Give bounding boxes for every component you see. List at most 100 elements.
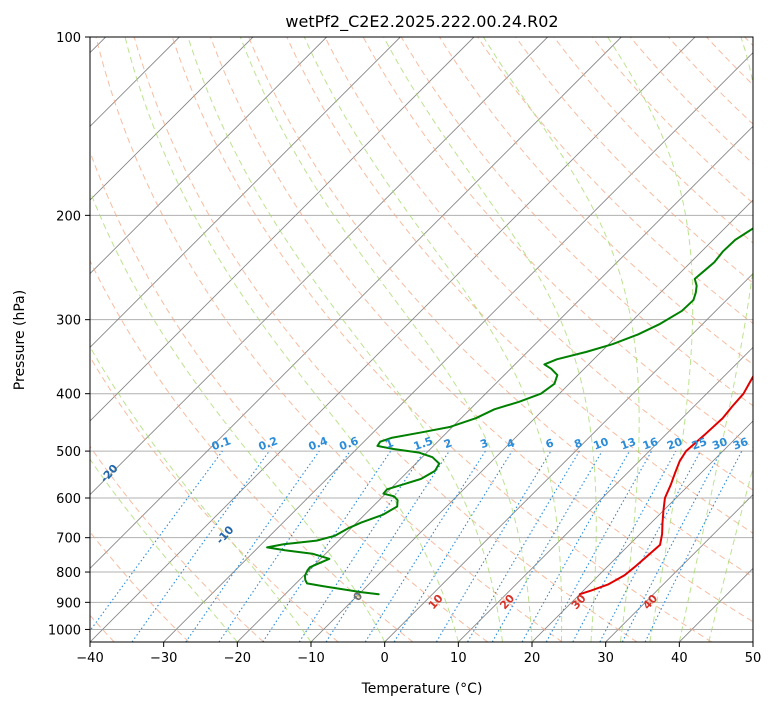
moist-adiabat-line xyxy=(90,458,238,642)
mixing-ratio-label: 8 xyxy=(572,436,584,451)
dry-adiabat-line xyxy=(171,37,712,642)
dry-adiabat-line xyxy=(210,37,753,623)
isobar-grid xyxy=(90,37,753,630)
temperature-profile-line xyxy=(578,374,753,596)
dewpoint-profile-line xyxy=(266,227,753,596)
moist-adiabat-line xyxy=(708,466,753,642)
y-tick-label: 300 xyxy=(56,314,81,329)
isotherm-line xyxy=(90,37,327,275)
moist-adiabat-line xyxy=(90,189,386,642)
isotherm-line xyxy=(90,37,622,569)
y-tick-label: 200 xyxy=(56,209,81,224)
moist-adiabat-line xyxy=(124,37,459,642)
y-tick-label: 700 xyxy=(56,532,81,547)
mixing-ratio-label: 1.5 xyxy=(412,434,435,453)
isotherm-line xyxy=(90,37,548,496)
mixing-ratio-line xyxy=(491,450,603,642)
moist-adiabat-line xyxy=(187,37,504,642)
y-tick-label: 800 xyxy=(56,566,81,581)
y-axis-label: Pressure (hPa) xyxy=(12,290,28,390)
chart-title: wetPf2_C2E2.2025.222.00.24.R02 xyxy=(285,12,558,32)
mixing-ratio-line xyxy=(545,450,653,642)
mixing-ratio-label: 36 xyxy=(731,435,750,453)
dry-adiabat-line xyxy=(133,37,638,642)
mixing-ratio-label: 0.4 xyxy=(307,434,330,453)
isotherm-grid xyxy=(90,37,753,642)
plot-area: 0.10.20.40.611.52346810131620253036-100-… xyxy=(90,37,753,642)
x-tick-label: −30 xyxy=(150,651,177,666)
x-tick-label: −20 xyxy=(224,651,251,666)
mixing-ratio-line xyxy=(218,450,351,642)
mixing-ratio-label: 1 xyxy=(384,436,396,451)
x-axis-ticks: −40 −30 −20 −10 0 10 20 30 40 50 xyxy=(76,642,761,666)
mixing-ratio-label: 30 xyxy=(710,435,729,453)
x-tick-label: 0 xyxy=(381,651,389,666)
isotherm-line xyxy=(90,37,254,201)
y-tick-label: 900 xyxy=(56,596,81,611)
dry-adiabats xyxy=(90,37,753,642)
mixing-ratio-label: 3 xyxy=(478,436,490,451)
y-tick-label: 400 xyxy=(56,388,81,403)
y-tick-label: 500 xyxy=(56,445,81,460)
dry-adiabat-line xyxy=(248,37,753,578)
isotherm-line xyxy=(458,346,753,642)
dry-adiabat-line xyxy=(324,37,753,491)
mixing-ratio-line xyxy=(364,450,486,642)
mixing-ratio-label: 6 xyxy=(544,436,556,451)
mixing-ratio-label: 4 xyxy=(505,436,517,451)
x-tick-label: −10 xyxy=(297,651,324,666)
mixing-ratio-line xyxy=(325,450,450,642)
isotherm-line xyxy=(90,37,696,642)
isotherm-line xyxy=(163,52,753,642)
x-tick-label: 50 xyxy=(745,651,762,666)
sounding-series xyxy=(266,227,753,596)
dry-adiabat-line xyxy=(477,37,753,325)
dry-adiabat-line xyxy=(591,37,753,204)
isotherm-line xyxy=(237,125,753,642)
isotherm-line xyxy=(605,494,753,642)
dry-adiabat-line xyxy=(90,259,414,642)
y-tick-label: 600 xyxy=(56,492,81,507)
mixing-ratio-line xyxy=(572,450,677,642)
dry-adiabat-line xyxy=(400,37,753,407)
x-axis-label: Temperature (°C) xyxy=(361,681,483,697)
isotherm-line xyxy=(90,37,475,422)
mixing-ratio-label: 0.2 xyxy=(257,434,280,453)
moist-adiabat-line xyxy=(90,345,312,642)
moist-adiabat-line xyxy=(482,37,640,642)
x-tick-label: −40 xyxy=(76,651,103,666)
mixing-ratio-line xyxy=(435,450,552,642)
moist-adiabat-line xyxy=(239,37,533,642)
dry-adiabat-line xyxy=(515,37,753,284)
moist-adiabats xyxy=(90,37,753,642)
x-tick-label: 30 xyxy=(597,651,614,666)
dry-adiabat-line xyxy=(95,37,563,642)
mixing-ratio-label: 0.6 xyxy=(338,434,361,453)
x-tick-label: 10 xyxy=(450,651,467,666)
moist-adiabat-line xyxy=(607,37,694,642)
moist-adiabat-line xyxy=(678,37,753,642)
plot-frame xyxy=(89,36,754,643)
x-tick-label: 20 xyxy=(524,651,541,666)
dry-adiabat-line xyxy=(90,445,264,642)
mixing-ratio-line xyxy=(131,450,270,642)
isotherm-line xyxy=(90,37,401,348)
dry-adiabat-line xyxy=(362,37,753,449)
mixing-ratio-line xyxy=(185,450,320,642)
mixing-ratio-label: 13 xyxy=(619,435,638,452)
moist-adiabat-line xyxy=(383,37,597,642)
mixing-ratio-lines xyxy=(90,450,743,642)
y-tick-label: 1000 xyxy=(48,623,81,638)
x-tick-label: 40 xyxy=(671,651,688,666)
mixing-ratio-label: 25 xyxy=(690,435,709,452)
mixing-ratio-label: 2 xyxy=(442,436,454,451)
mixing-ratio-label: 16 xyxy=(641,435,660,453)
mixing-ratio-line xyxy=(90,450,223,632)
mixing-ratio-label: 10 xyxy=(592,435,611,453)
mixing-ratio-line xyxy=(521,450,630,642)
isotherm-line xyxy=(531,420,753,642)
dry-adiabat-line xyxy=(629,37,753,165)
mixing-ratio-line xyxy=(467,450,580,642)
